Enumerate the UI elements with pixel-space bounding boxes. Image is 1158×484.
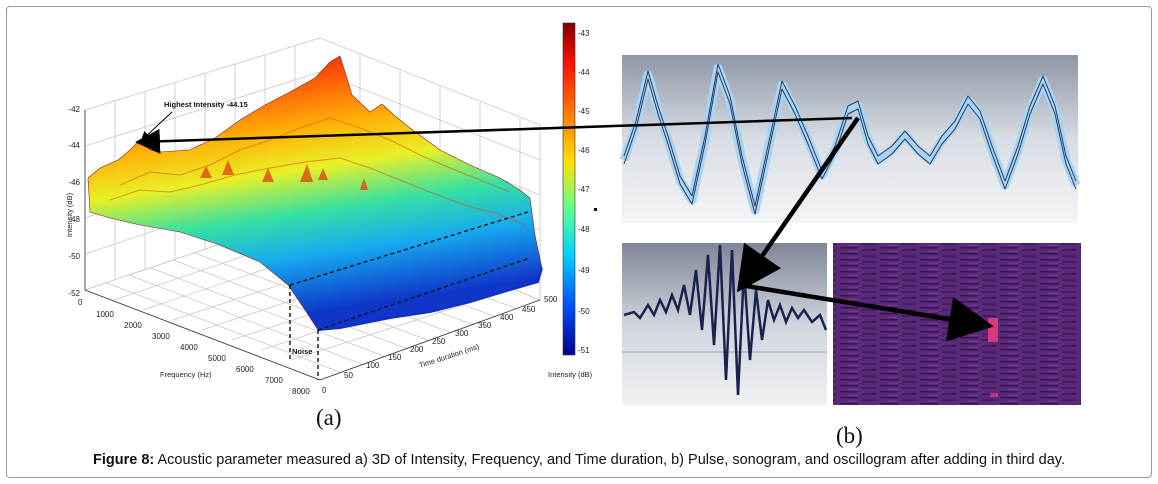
stray-dot — [594, 208, 597, 211]
noise-dashes — [289, 211, 531, 380]
y-tick: 300 — [455, 329, 469, 338]
caption-text: Acoustic parameter measured a) 3D of Int… — [154, 452, 1065, 468]
colorbar-tick: -46 — [578, 146, 590, 155]
colorbar-title: Intensity (dB) — [548, 370, 593, 379]
axes — [84, 110, 541, 381]
x-tick: 3000 — [152, 332, 170, 341]
z-tick: -48 — [68, 215, 80, 224]
z-tick: -50 — [68, 252, 80, 261]
y-tick: 50 — [344, 371, 353, 380]
colorbar-tick: -49 — [578, 266, 590, 275]
y-axis-label: Time duration (ms) — [418, 342, 481, 370]
intensity-surface — [87, 55, 543, 331]
x-tick: 5000 — [208, 354, 226, 363]
panel-b-pulse — [622, 243, 828, 405]
y-tick: 0 — [322, 386, 327, 395]
y-tick: 400 — [500, 313, 514, 322]
colorbar-tick: -44 — [578, 68, 590, 77]
x-tick: 7000 — [265, 376, 283, 385]
colorbar-tick: -50 — [578, 307, 590, 316]
highest-annotation-arrow — [140, 111, 173, 142]
z-axis-label: Intensity (dB) — [65, 192, 74, 237]
y-tick-labels: 0 50 100 150 200 250 300 350 400 450 500 — [322, 295, 558, 395]
z-tick-labels: -42 -44 -46 -48 -50 -52 — [68, 105, 80, 298]
y-tick: 250 — [432, 337, 446, 346]
x-tick: 2000 — [124, 321, 142, 330]
connector-arrows — [135, 116, 994, 342]
colorbar-tick: -43 — [578, 29, 590, 38]
colorbar-tick: -48 — [578, 225, 590, 234]
colorbar-tick-labels: -43 -44 -45 -46 -47 -48 -49 -50 -51 — [578, 29, 590, 355]
highest-intensity-annotation: Highest Intensity -44.15 — [164, 100, 248, 109]
surface-ridges — [109, 117, 526, 226]
panel-b-oscillogram — [619, 55, 1081, 223]
y-tick: 200 — [410, 345, 424, 354]
y-tick: 100 — [366, 361, 380, 370]
surface-peaks — [200, 160, 368, 190]
z-tick: -42 — [68, 105, 80, 114]
surface-edge-blue — [317, 267, 543, 331]
y-tick: 150 — [388, 353, 402, 362]
subfigure-label-b: (b) — [836, 423, 863, 448]
sonogram-hotspot — [988, 318, 998, 342]
y-tick: 500 — [544, 295, 558, 304]
colorbar: -43 -44 -45 -46 -47 -48 -49 -50 -51 Inte… — [548, 22, 593, 379]
x-tick: 0 — [78, 298, 83, 307]
caption-label: Figure 8: — [93, 452, 155, 468]
colorbar-gradient — [562, 22, 576, 356]
panel-b-sonogram — [833, 243, 1081, 405]
x-axis-label: Frequency (Hz) — [160, 370, 212, 379]
arrow-osc-to-peak — [135, 116, 853, 154]
arrow-pulse-to-sono — [739, 282, 994, 342]
y-tick: 350 — [478, 321, 492, 330]
subfigure-label-a: (a) — [316, 405, 342, 430]
noise-label: Noise — [292, 347, 312, 356]
pulse-waveform — [623, 244, 828, 396]
z-tick: -52 — [68, 289, 80, 298]
z-tick: -44 — [68, 141, 80, 150]
x-tick: 4000 — [180, 343, 198, 352]
z-tick: -46 — [68, 178, 80, 187]
y-tick: 450 — [522, 305, 536, 314]
panel-a-3d-plot: -42 -44 -46 -48 -50 -52 Intensity (dB) 0… — [65, 37, 558, 396]
x-tick: 8000 — [292, 387, 310, 396]
x-tick: 1000 — [96, 310, 114, 319]
colorbar-tick: -47 — [578, 185, 590, 194]
x-tick-labels: 0 1000 2000 3000 4000 5000 6000 7000 800… — [78, 298, 310, 396]
x-tick: 6000 — [236, 365, 254, 374]
figure-caption: Figure 8: Acoustic parameter measured a)… — [0, 452, 1158, 468]
oscillogram-waveform — [619, 63, 1081, 215]
colorbar-tick: -45 — [578, 107, 590, 116]
arrow-osc-to-pulse — [736, 116, 860, 293]
colorbar-tick: -51 — [578, 346, 590, 355]
